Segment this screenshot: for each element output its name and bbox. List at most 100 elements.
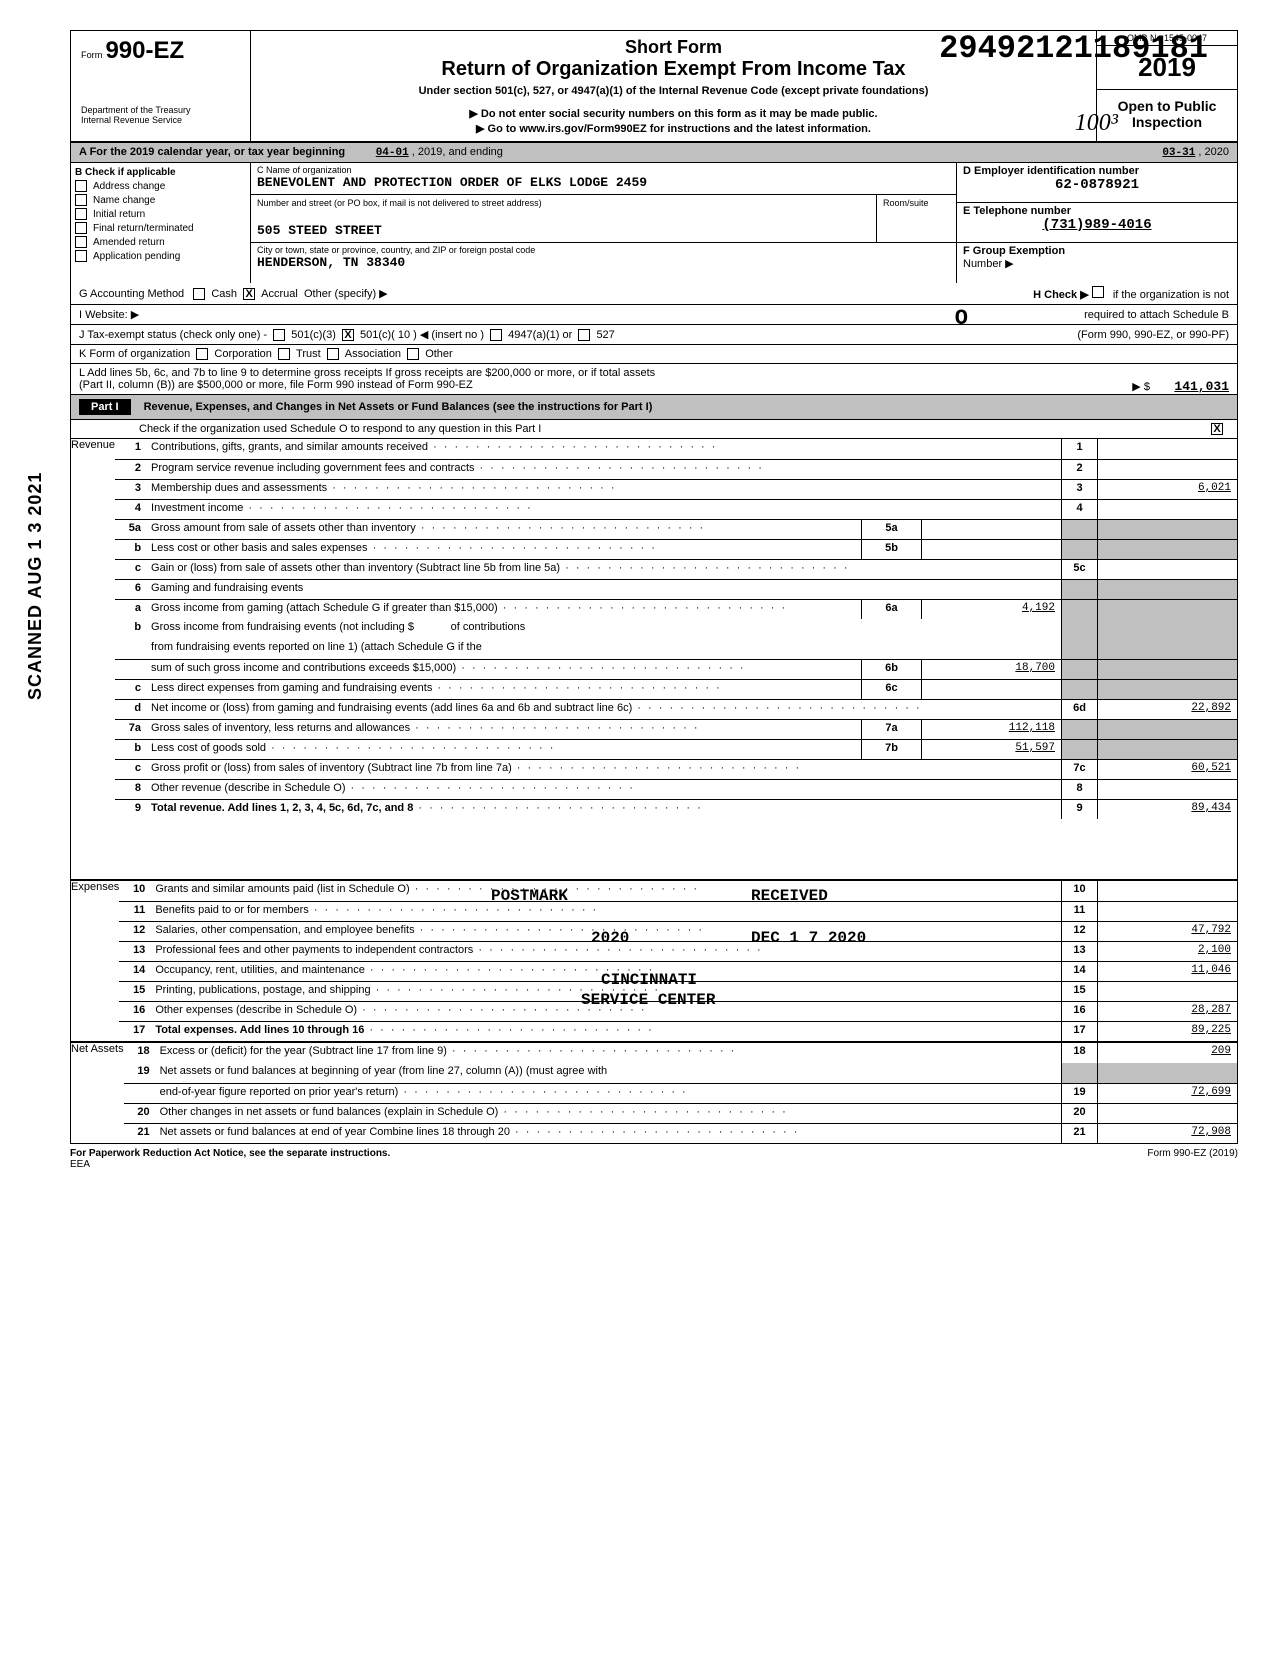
line21-val: 72,908 bbox=[1097, 1124, 1237, 1143]
line9-desc: Total revenue. Add lines 1, 2, 3, 4, 5c,… bbox=[151, 802, 413, 814]
row-l-arrow: ▶ $ bbox=[1132, 381, 1150, 393]
line7c-val: 60,521 bbox=[1097, 760, 1237, 779]
checkbox-amended-return[interactable] bbox=[75, 236, 87, 248]
line16-val: 28,287 bbox=[1097, 1002, 1237, 1021]
line6a-sub: 6a bbox=[861, 600, 921, 619]
line6d-desc: Net income or (loss) from gaming and fun… bbox=[147, 700, 1061, 719]
line6a-desc: Gross income from gaming (attach Schedul… bbox=[147, 600, 861, 619]
line21-desc: Net assets or fund balances at end of ye… bbox=[156, 1124, 1061, 1143]
city-state-zip: HENDERSON, TN 38340 bbox=[257, 255, 950, 270]
line6b-desc2: of contributions bbox=[451, 621, 526, 633]
gross-receipts: 141,031 bbox=[1174, 379, 1229, 394]
line6c-sub: 6c bbox=[861, 680, 921, 699]
footer-paperwork: For Paperwork Reduction Act Notice, see … bbox=[70, 1148, 390, 1159]
footer-eea: EEA bbox=[70, 1159, 90, 1170]
line10-val bbox=[1097, 881, 1237, 901]
label-address-change: Address change bbox=[93, 181, 165, 192]
line3-val: 6,021 bbox=[1097, 480, 1237, 499]
scanned-stamp: SCANNED AUG 1 3 2021 bbox=[25, 472, 46, 700]
line5b-sub: 5b bbox=[861, 540, 921, 559]
stamp-cincinnati: CINCINNATI bbox=[601, 971, 697, 989]
line1-desc: Contributions, gifts, grants, and simila… bbox=[147, 439, 1061, 459]
line6c-subval bbox=[921, 680, 1061, 699]
line17-desc: Total expenses. Add lines 10 through 16 bbox=[155, 1024, 364, 1036]
line4-desc: Investment income bbox=[147, 500, 1061, 519]
part1-check-text: Check if the organization used Schedule … bbox=[139, 423, 541, 435]
org-name-label: C Name of organization bbox=[257, 165, 950, 175]
line9-val: 89,434 bbox=[1097, 800, 1237, 819]
row-a-mid: , 2019, and ending bbox=[412, 146, 503, 158]
line7a-subval: 112,118 bbox=[921, 720, 1061, 739]
instr-url: ▶ Go to www.irs.gov/Form990EZ for instru… bbox=[261, 122, 1086, 135]
label-527: 527 bbox=[596, 329, 614, 341]
label-accrual: Accrual bbox=[261, 288, 298, 300]
line10-desc: Grants and similar amounts paid (list in… bbox=[151, 881, 1061, 901]
checkbox-association[interactable] bbox=[327, 348, 339, 360]
tax-year-end-month: 03-31 bbox=[1162, 147, 1195, 159]
checkbox-accrual[interactable]: X bbox=[243, 288, 255, 300]
checkbox-527[interactable] bbox=[578, 329, 590, 341]
dept-irs: Internal Revenue Service bbox=[81, 115, 240, 125]
line5b-desc: Less cost or other basis and sales expen… bbox=[147, 540, 861, 559]
tax-year-begin: 04-01 bbox=[376, 147, 409, 159]
part1-table: Revenue 1Contributions, gifts, grants, a… bbox=[70, 439, 1238, 1144]
checkbox-other-org[interactable] bbox=[407, 348, 419, 360]
label-initial-return: Initial return bbox=[93, 209, 145, 220]
instr-ssn: ▶ Do not enter social security numbers o… bbox=[261, 107, 1086, 120]
line6c-desc: Less direct expenses from gaming and fun… bbox=[147, 680, 861, 699]
line7b-desc: Less cost of goods sold bbox=[147, 740, 861, 759]
line18-val: 209 bbox=[1097, 1043, 1237, 1063]
checkbox-final-return[interactable] bbox=[75, 222, 87, 234]
room-label: Room/suite bbox=[883, 198, 929, 208]
row-k-label: K Form of organization bbox=[79, 348, 190, 360]
section-b-label: B Check if applicable bbox=[75, 167, 246, 178]
sidebar-revenue: Revenue bbox=[71, 439, 115, 879]
addr-label: Number and street (or PO box, if mail is… bbox=[257, 198, 542, 208]
phone-label: E Telephone number bbox=[963, 205, 1231, 217]
row-l-line2: (Part II, column (B)) are $500,000 or mo… bbox=[79, 379, 473, 391]
line13-val: 2,100 bbox=[1097, 942, 1237, 961]
line6b-desc3: from fundraising events reported on line… bbox=[147, 639, 1061, 659]
checkbox-501c3[interactable] bbox=[273, 329, 285, 341]
checkbox-initial-return[interactable] bbox=[75, 208, 87, 220]
city-label: City or town, state or province, country… bbox=[257, 245, 950, 255]
checkbox-name-change[interactable] bbox=[75, 194, 87, 206]
footer-form-id: Form 990-EZ (2019) bbox=[1147, 1148, 1238, 1170]
form-prefix: Form bbox=[81, 50, 102, 60]
group-exemption-number: Number ▶ bbox=[963, 257, 1231, 270]
stamp-received: RECEIVED bbox=[751, 887, 828, 905]
line7b-sub: 7b bbox=[861, 740, 921, 759]
checkbox-schedule-b[interactable] bbox=[1092, 286, 1104, 298]
row-h-label: H Check ▶ bbox=[1033, 289, 1089, 301]
line1-val bbox=[1097, 439, 1237, 459]
ein-value: 62-0878921 bbox=[963, 177, 1231, 193]
label-other-org: Other bbox=[425, 348, 453, 360]
line15-val bbox=[1097, 982, 1237, 1001]
big-o-mark: O bbox=[955, 306, 968, 331]
dept-treasury: Department of the Treasury bbox=[81, 105, 240, 115]
checkbox-schedule-o[interactable]: X bbox=[1211, 423, 1223, 435]
checkbox-cash[interactable] bbox=[193, 288, 205, 300]
org-name: BENEVOLENT AND PROTECTION ORDER OF ELKS … bbox=[257, 175, 950, 190]
line5a-desc: Gross amount from sale of assets other t… bbox=[147, 520, 861, 539]
checkbox-corporation[interactable] bbox=[196, 348, 208, 360]
row-j-label: J Tax-exempt status (check only one) - bbox=[79, 329, 267, 341]
label-cash: Cash bbox=[211, 288, 237, 300]
row-g-label: G Accounting Method bbox=[79, 288, 184, 300]
line12-val: 47,792 bbox=[1097, 922, 1237, 941]
label-name-change: Name change bbox=[93, 195, 155, 206]
checkbox-501c[interactable]: X bbox=[342, 329, 354, 341]
street-address: 505 STEED STREET bbox=[257, 223, 950, 238]
section-bcdef: B Check if applicable Address change Nam… bbox=[70, 163, 1238, 283]
line7a-desc: Gross sales of inventory, less returns a… bbox=[147, 720, 861, 739]
checkbox-address-change[interactable] bbox=[75, 180, 87, 192]
line11-val bbox=[1097, 902, 1237, 921]
checkbox-4947[interactable] bbox=[490, 329, 502, 341]
line3-desc: Membership dues and assessments bbox=[147, 480, 1061, 499]
line5c-desc: Gain or (loss) from sale of assets other… bbox=[147, 560, 1061, 579]
line2-desc: Program service revenue including govern… bbox=[147, 460, 1061, 479]
line7a-sub: 7a bbox=[861, 720, 921, 739]
checkbox-trust[interactable] bbox=[278, 348, 290, 360]
checkbox-application-pending[interactable] bbox=[75, 250, 87, 262]
line6d-val: 22,892 bbox=[1097, 700, 1237, 719]
